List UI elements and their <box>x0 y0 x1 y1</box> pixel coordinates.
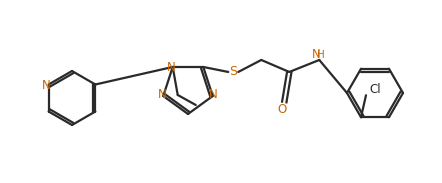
Text: N: N <box>312 48 320 61</box>
Text: N: N <box>210 87 218 100</box>
Text: N: N <box>158 87 167 100</box>
Text: H: H <box>317 50 325 60</box>
Text: N: N <box>168 61 176 74</box>
Text: S: S <box>229 66 237 79</box>
Text: Cl: Cl <box>369 83 381 96</box>
Text: N: N <box>42 79 51 92</box>
Text: O: O <box>278 103 287 116</box>
